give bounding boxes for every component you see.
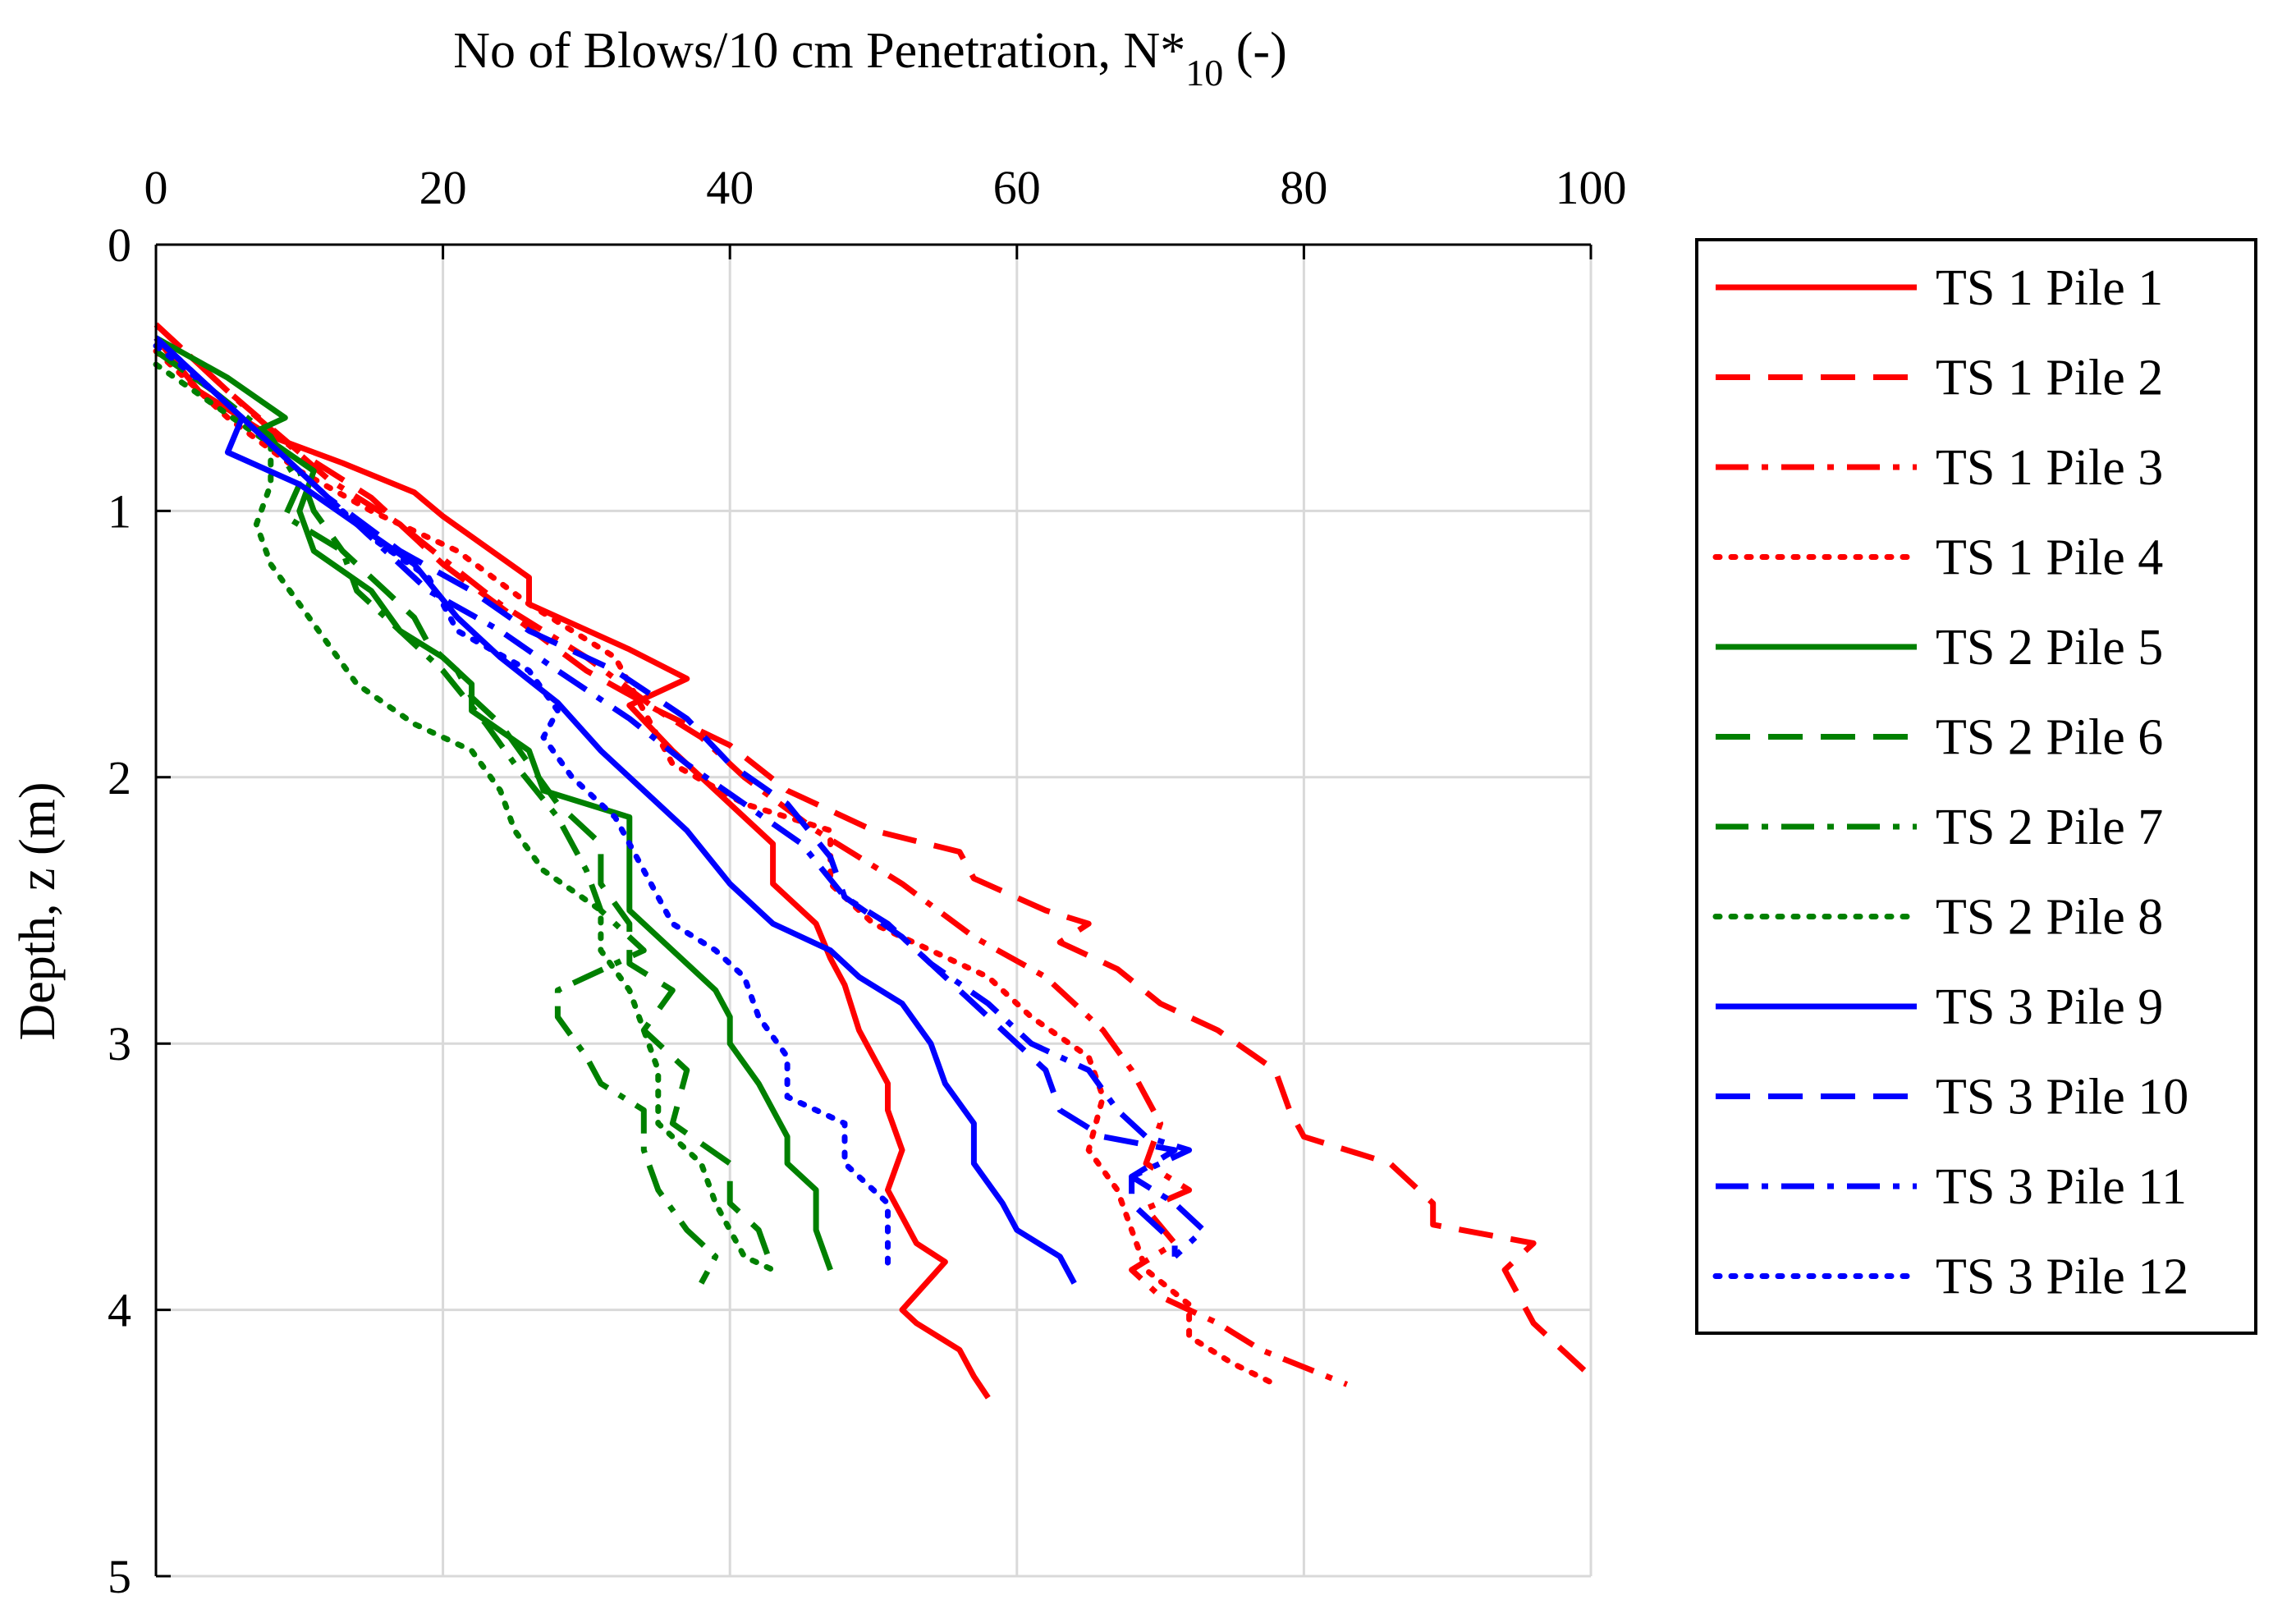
legend-label-ts-3-pile-9: TS 3 Pile 9 [1936,979,2163,1035]
x-tick-label: 100 [1556,161,1627,214]
y-tick-label: 3 [108,1017,131,1070]
legend-label-ts-1-pile-4: TS 1 Pile 4 [1936,530,2163,586]
y-tick-label: 4 [108,1284,131,1337]
x-axis-title-main: No of Blows/10 cm Penetration, N* [453,23,1185,79]
series-line-ts-1-pile-2 [154,322,1593,1379]
series-lines [153,322,1593,1400]
legend-label-ts-2-pile-5: TS 2 Pile 5 [1936,620,2163,676]
legend-label-ts-1-pile-3: TS 1 Pile 3 [1936,440,2163,496]
x-tick-label: 60 [993,161,1041,214]
series-line-ts-3-pile-11 [154,335,1207,1259]
series-line-ts-2-pile-8 [153,361,777,1273]
series-line-ts-1-pile-3 [154,322,1349,1387]
legend-box [1695,238,2257,1335]
series-line-ts-1-pile-4 [153,348,1278,1387]
legend-label-ts-2-pile-8: TS 2 Pile 8 [1936,890,2163,946]
legend-label-ts-3-pile-10: TS 3 Pile 10 [1936,1070,2188,1125]
x-tick-label: 0 [144,161,168,214]
x-axis-title-suffix: (-) [1223,23,1286,79]
legend-label-ts-1-pile-1: TS 1 Pile 1 [1936,260,2163,316]
series-line-ts-1-pile-1 [154,336,991,1400]
grid-lines [156,245,1593,1578]
x-tick-label: 80 [1280,161,1327,214]
x-tick-label: 20 [419,161,467,214]
y-tick-label: 2 [108,751,131,804]
y-tick-label: 0 [108,218,131,272]
legend-label-ts-2-pile-6: TS 2 Pile 6 [1936,710,2163,766]
legend-label-ts-3-pile-11: TS 3 Pile 11 [1936,1159,2187,1215]
legend: TS 1 Pile 1 TS 1 Pile 2 TS 1 Pile 3 TS 1 Pi… [1712,260,2188,1305]
series-line-ts-2-pile-5 [154,335,833,1272]
x-axis-title: No of Blows/10 cm Penetration, N*10 (-) [453,23,1286,94]
series-line-ts-2-pile-7 [154,348,719,1285]
legend-label-ts-1-pile-2: TS 1 Pile 2 [1936,351,2163,406]
y-axis-title: Depth, z (m) [10,782,66,1040]
x-tick-label: 40 [706,161,754,214]
legend-label-ts-3-pile-12: TS 3 Pile 12 [1936,1249,2188,1305]
series-line-ts-2-pile-6 [154,348,776,1272]
series-line-ts-3-pile-12 [153,342,891,1273]
y-tick-label: 1 [108,484,131,538]
y-tick-label: 5 [108,1550,131,1603]
legend-label-ts-2-pile-7: TS 2 Pile 7 [1936,800,2163,855]
series-line-ts-3-pile-9 [154,335,1077,1285]
axes: 0 20 40 60 80 100 0 1 2 3 4 5 [108,161,1627,1603]
x-axis-title-subscript: 10 [1185,52,1223,94]
series-line-ts-3-pile-10 [154,335,1178,1257]
